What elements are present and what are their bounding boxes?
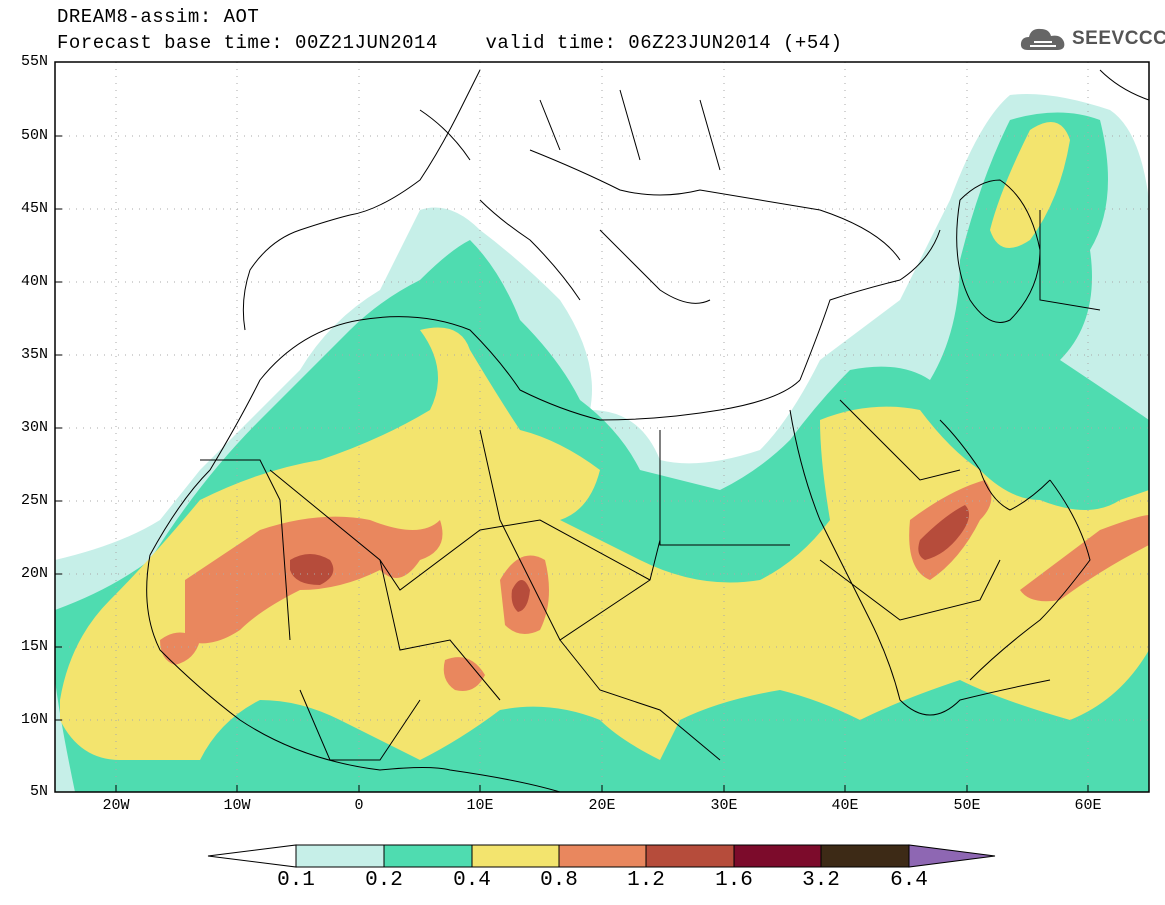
colorbar-bin — [820, 844, 910, 868]
lon-label: 50E — [953, 797, 981, 814]
colorbar-bin — [471, 844, 560, 868]
aot-level-0.8-d — [1020, 515, 1149, 602]
lat-label: 25N — [20, 492, 48, 509]
lon-label: 30E — [710, 797, 738, 814]
seevccc-logo: SEEVCCC — [1018, 23, 1165, 55]
lat-label: 15N — [20, 638, 48, 655]
lon-label: 10W — [223, 797, 251, 814]
colorbar-low-arrow — [207, 844, 297, 868]
colorbar-label: 1.6 — [715, 869, 753, 892]
colorbar-bin — [733, 844, 822, 868]
coastlines — [146, 69, 1149, 792]
colorbar-label: 0.4 — [453, 869, 491, 892]
colorbar-bin — [558, 844, 647, 868]
lat-label: 20N — [20, 565, 48, 582]
valid-time: valid time: 06Z23JUN2014 (+54) — [485, 32, 843, 54]
colorbar-high-arrow — [908, 844, 996, 868]
lat-label: 40N — [20, 273, 48, 290]
logo-text: SEEVCCC — [1072, 28, 1165, 49]
lat-label: 35N — [20, 346, 48, 363]
aot-level-1.2 — [290, 554, 334, 585]
colorbar-label: 1.2 — [627, 869, 665, 892]
lon-label: 0 — [354, 797, 364, 814]
lon-label: 60E — [1074, 797, 1102, 814]
forecast-base-time: Forecast base time: 00Z21JUN2014 — [57, 32, 438, 54]
colorbar-bin — [295, 844, 385, 868]
colorbar-label: 3.2 — [802, 869, 840, 892]
aot-level-0.4 — [60, 327, 1149, 760]
axis-ticks — [55, 135, 1089, 792]
aot-level-0.4-caspian — [990, 122, 1070, 248]
aot-level-0.8-e — [160, 632, 200, 665]
aot-field — [55, 94, 1149, 792]
colorbar-label: 6.4 — [890, 869, 928, 892]
colorbar-label: 0.1 — [277, 869, 315, 892]
lat-label: 50N — [20, 127, 48, 144]
aot-level-1.2-c — [918, 505, 969, 560]
lat-label: 45N — [20, 200, 48, 217]
lat-label: 10N — [20, 711, 48, 728]
time-info: Forecast base time: 00Z21JUN2014 valid t… — [57, 32, 843, 54]
aot-level-1.2-b — [511, 580, 530, 612]
lon-label: 10E — [466, 797, 494, 814]
graticule — [55, 62, 1149, 792]
lat-label: 5N — [29, 783, 48, 800]
colorbar-bin — [383, 844, 473, 868]
cloud-icon — [1020, 28, 1065, 50]
lat-label: 30N — [20, 419, 48, 436]
map-title: DREAM8-assim: AOT — [57, 6, 260, 28]
lon-label: 40E — [831, 797, 859, 814]
colorbar-bin — [645, 844, 735, 868]
colorbar — [207, 844, 996, 868]
lon-label: 20W — [102, 797, 130, 814]
aot-level-0.8-f — [443, 657, 485, 691]
lat-label: 55N — [20, 53, 48, 70]
colorbar-label: 0.2 — [365, 869, 403, 892]
colorbar-label: 0.8 — [540, 869, 578, 892]
lon-label: 20E — [588, 797, 616, 814]
